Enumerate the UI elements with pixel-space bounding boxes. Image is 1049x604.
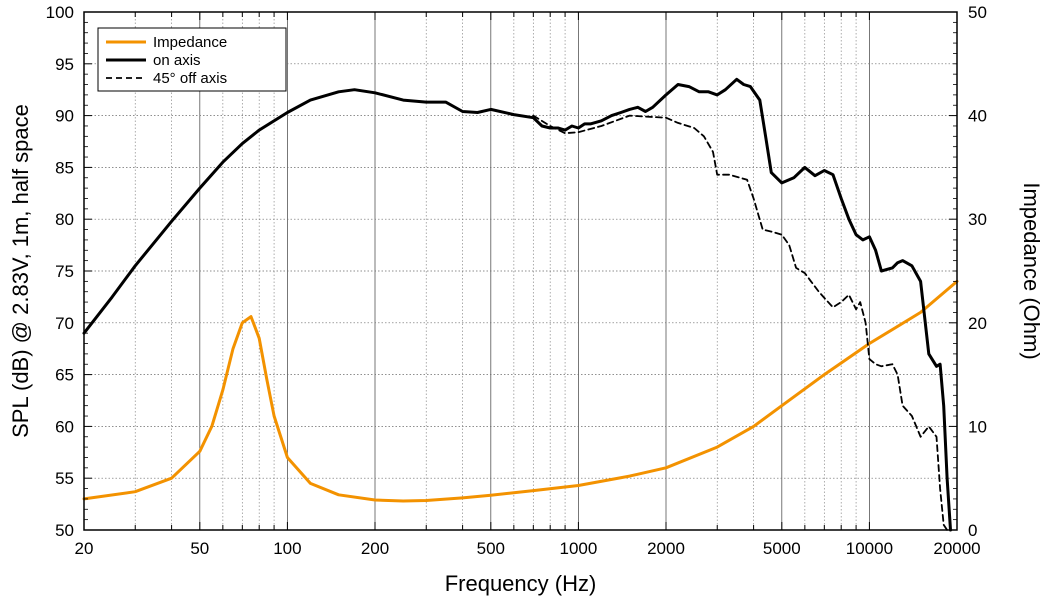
legend-label-impedance: Impedance [153,34,227,51]
x-axis-title: Frequency (Hz) [445,571,597,596]
y-left-tick-label: 70 [55,314,74,333]
x-tick-label: 500 [477,539,505,558]
on-axis-curve [82,77,952,532]
x-tick-label: 2000 [647,539,685,558]
legend-label-on-axis: on axis [153,52,201,69]
y-left-axis-title: SPL (dB) @ 2.83V, 1m, half space [8,104,33,438]
y-right-tick-label: 40 [968,107,987,126]
legend-label-off-axis: 45° off axis [153,70,227,87]
y-left-tick-label: 100 [46,3,74,22]
legend: Impedance on axis 45° off axis [97,27,287,92]
x-tick-label: 20 [75,539,94,558]
y-right-tick-label: 0 [968,521,977,540]
y-left-tick-label: 85 [55,158,74,177]
x-tick-label: 5000 [763,539,801,558]
y-right-axis-title: Impedance (Ohm) [1019,182,1044,359]
x-tick-label: 100 [273,539,301,558]
x-tick-label: 50 [190,539,209,558]
grid-layer [84,12,957,530]
off-axis-curve [532,114,948,531]
x-tick-label: 10000 [846,539,893,558]
y-left-tick-label: 90 [55,107,74,126]
y-left-tick-label: 55 [55,469,74,488]
series-layer [82,77,959,532]
y-right-tick-label: 50 [968,3,987,22]
x-tick-label: 1000 [559,539,597,558]
y-left-tick-label: 60 [55,417,74,436]
x-tick-label: 200 [361,539,389,558]
y-right-tick-label: 10 [968,417,987,436]
y-right-tick-label: 20 [968,314,987,333]
y-right-tick-label: 30 [968,210,987,229]
label-layer: 20 50 100 200 500 1000 2000 5000 10000 2000050556… [46,3,987,558]
x-tick-label: 20000 [933,539,980,558]
impedance-curve [82,279,959,503]
y-left-tick-label: 95 [55,55,74,74]
y-left-tick-label: 75 [55,262,74,281]
y-left-tick-label: 50 [55,521,74,540]
y-left-tick-label: 80 [55,210,74,229]
tick-layer [84,11,957,531]
y-left-tick-label: 65 [55,366,74,385]
